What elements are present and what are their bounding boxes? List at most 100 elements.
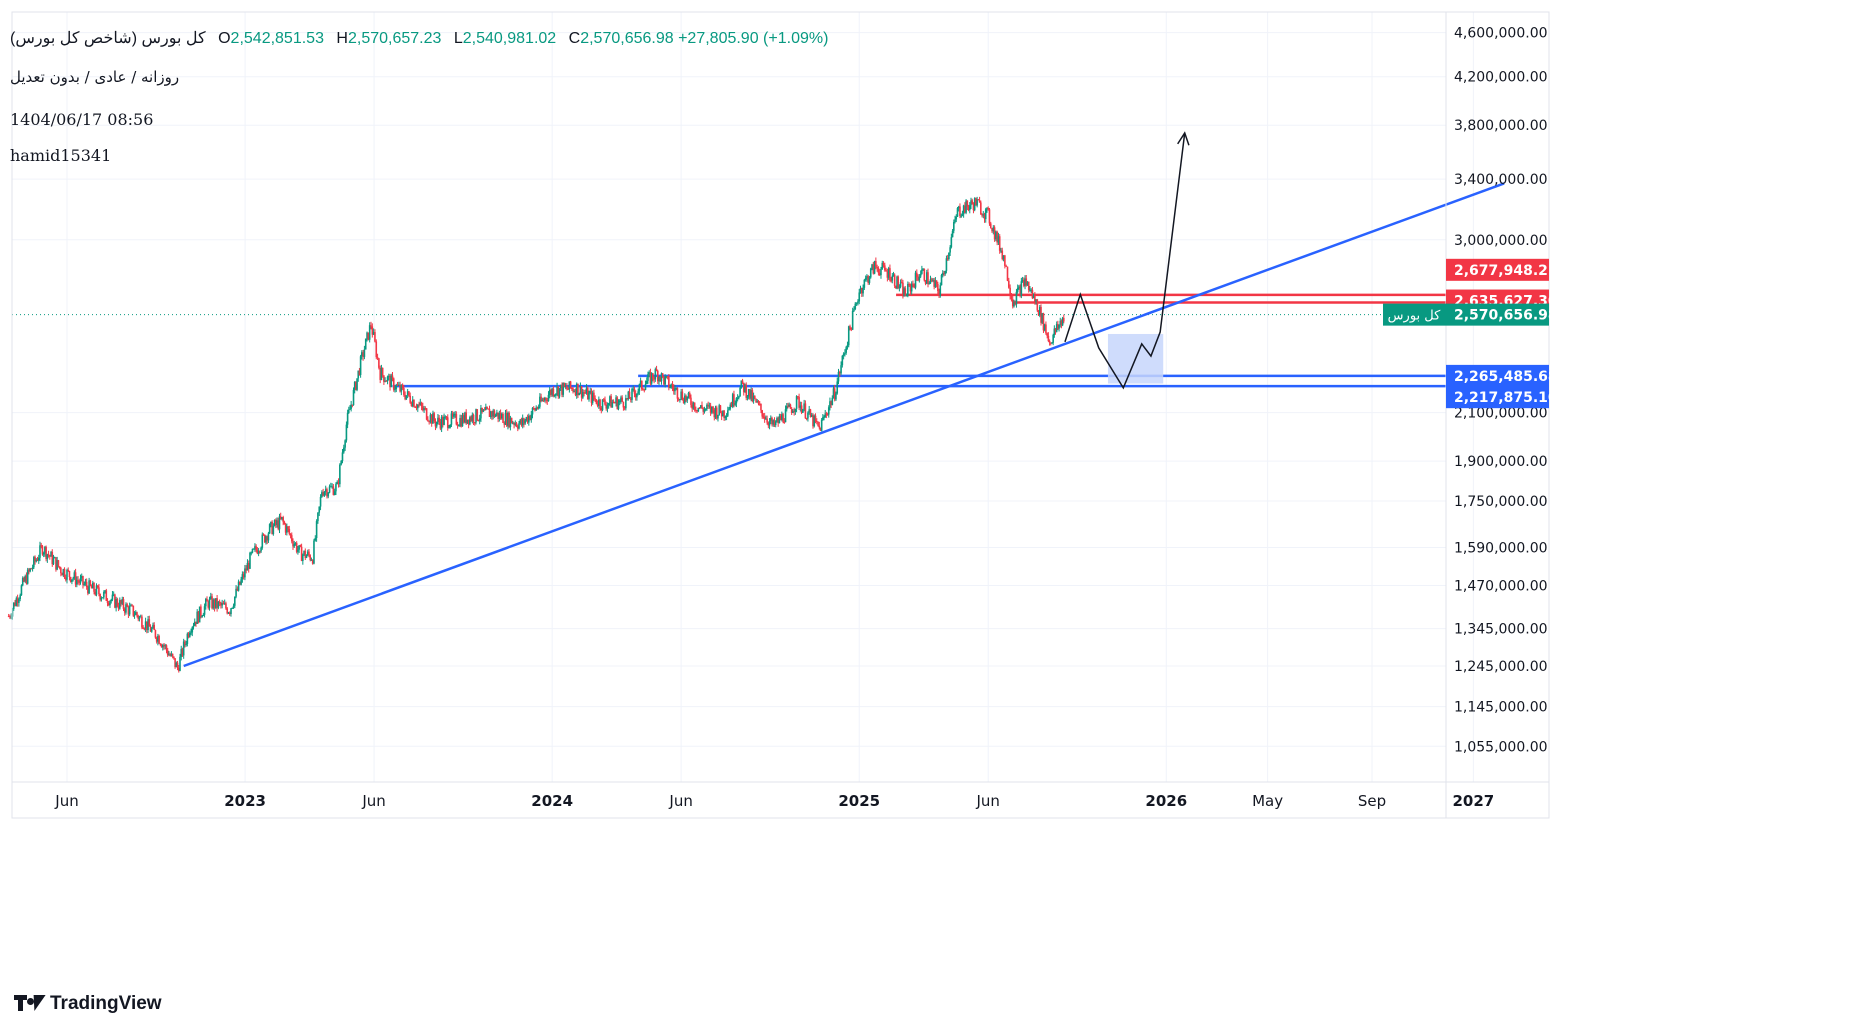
candle-body: [262, 534, 265, 536]
candle-body: [972, 204, 975, 211]
candle-body: [713, 410, 716, 418]
candle-body: [674, 388, 676, 392]
candle-body: [411, 399, 414, 407]
candle-body: [295, 543, 298, 552]
candle-body: [80, 575, 83, 579]
candle-body: [876, 266, 878, 269]
ascending-trendline: [183, 182, 1505, 668]
candle-body: [984, 209, 987, 220]
candle-body: [601, 399, 604, 411]
candle-body: [78, 581, 81, 583]
candle-body: [448, 427, 450, 429]
candle-body: [333, 491, 336, 495]
candle-body: [252, 548, 255, 550]
candle-body: [482, 409, 485, 412]
candle-body: [938, 290, 940, 296]
candle-body: [955, 216, 958, 220]
resistance-level-tag-label: 2,677,948.21: [1454, 263, 1558, 279]
candle-body: [514, 423, 517, 425]
candle-body: [206, 599, 208, 602]
candle-body: [404, 394, 406, 400]
candle-body: [141, 616, 143, 628]
candle-body: [660, 373, 663, 382]
candle-body: [579, 386, 582, 394]
candle-body: [639, 380, 642, 385]
candle-body: [91, 582, 94, 589]
candle-body: [805, 418, 808, 420]
candle-body: [666, 376, 669, 378]
candle-body: [703, 408, 706, 412]
candle-body: [265, 536, 267, 543]
support-level-tag: [1446, 364, 1549, 387]
axes: 4,600,000.00 4,200,000.00 3,800,000.00 3,40…: [11, 11, 1558, 819]
candle-body: [921, 269, 923, 274]
candle-body: [907, 283, 909, 296]
candle-body: [85, 581, 88, 587]
candle-body: [752, 396, 755, 401]
candle-body: [747, 389, 750, 397]
candle-body: [715, 407, 718, 419]
candle-body: [975, 198, 977, 206]
candle-body: [88, 580, 90, 594]
candle-body: [905, 295, 908, 297]
candle-body: [1000, 250, 1002, 252]
candle-body: [297, 549, 299, 552]
candle-body: [67, 569, 70, 572]
chart-frame: [11, 11, 1550, 819]
candle-body: [122, 599, 125, 609]
candle-body: [943, 273, 945, 275]
projection-layer: [1064, 131, 1190, 390]
candle-body: [187, 633, 190, 637]
candle-body: [706, 404, 708, 409]
symbol-name[interactable]: کل بورس (شاخص کل بورس): [10, 30, 206, 47]
candle-body: [403, 388, 405, 395]
candle-body: [594, 398, 596, 400]
candle-body: [928, 283, 931, 285]
candle-body: [427, 419, 429, 422]
candle-body: [177, 668, 180, 671]
candle-body: [1035, 299, 1037, 302]
candle-body: [532, 407, 535, 409]
candle-body: [198, 606, 201, 623]
candle-body: [508, 412, 510, 427]
low-value: 2,540,981.02: [462, 30, 557, 47]
candle-body: [940, 274, 943, 286]
candle-body: [954, 219, 956, 223]
y-tick-label: 3,400,000.00: [1454, 172, 1548, 188]
candle-body: [959, 206, 961, 216]
candle-body: [659, 376, 662, 382]
candle-body: [189, 632, 191, 637]
candle-body: [550, 389, 552, 395]
close-label: C: [568, 30, 581, 47]
candle-body: [420, 402, 423, 407]
candle-body: [525, 417, 528, 421]
candle-body: [855, 303, 858, 305]
candle-body: [596, 403, 599, 406]
candle-body: [586, 387, 589, 400]
candle-body: [712, 406, 714, 411]
candle-body: [251, 548, 254, 553]
candle-body: [740, 380, 743, 388]
candle-body: [623, 407, 626, 409]
candle-body: [677, 398, 680, 400]
candle-body: [256, 549, 259, 554]
candle-body: [819, 427, 822, 431]
candle-body: [437, 417, 439, 423]
candle-body: [851, 310, 854, 330]
candle-body: [620, 397, 622, 401]
tradingview-brand[interactable]: TradingView: [14, 993, 162, 1015]
candle-body: [760, 403, 762, 411]
candle-body: [1061, 317, 1064, 326]
candle-body: [950, 237, 953, 248]
candle-body: [76, 579, 78, 585]
y-tick-label: 4,600,000.00: [1454, 26, 1548, 42]
candle-body: [116, 599, 119, 607]
candle-body: [614, 402, 616, 404]
candle-body: [267, 533, 270, 541]
candle-body: [379, 367, 382, 380]
candle-body: [762, 416, 765, 418]
candle-body: [507, 412, 509, 426]
candle-body: [924, 280, 927, 284]
candle-body: [378, 358, 380, 368]
